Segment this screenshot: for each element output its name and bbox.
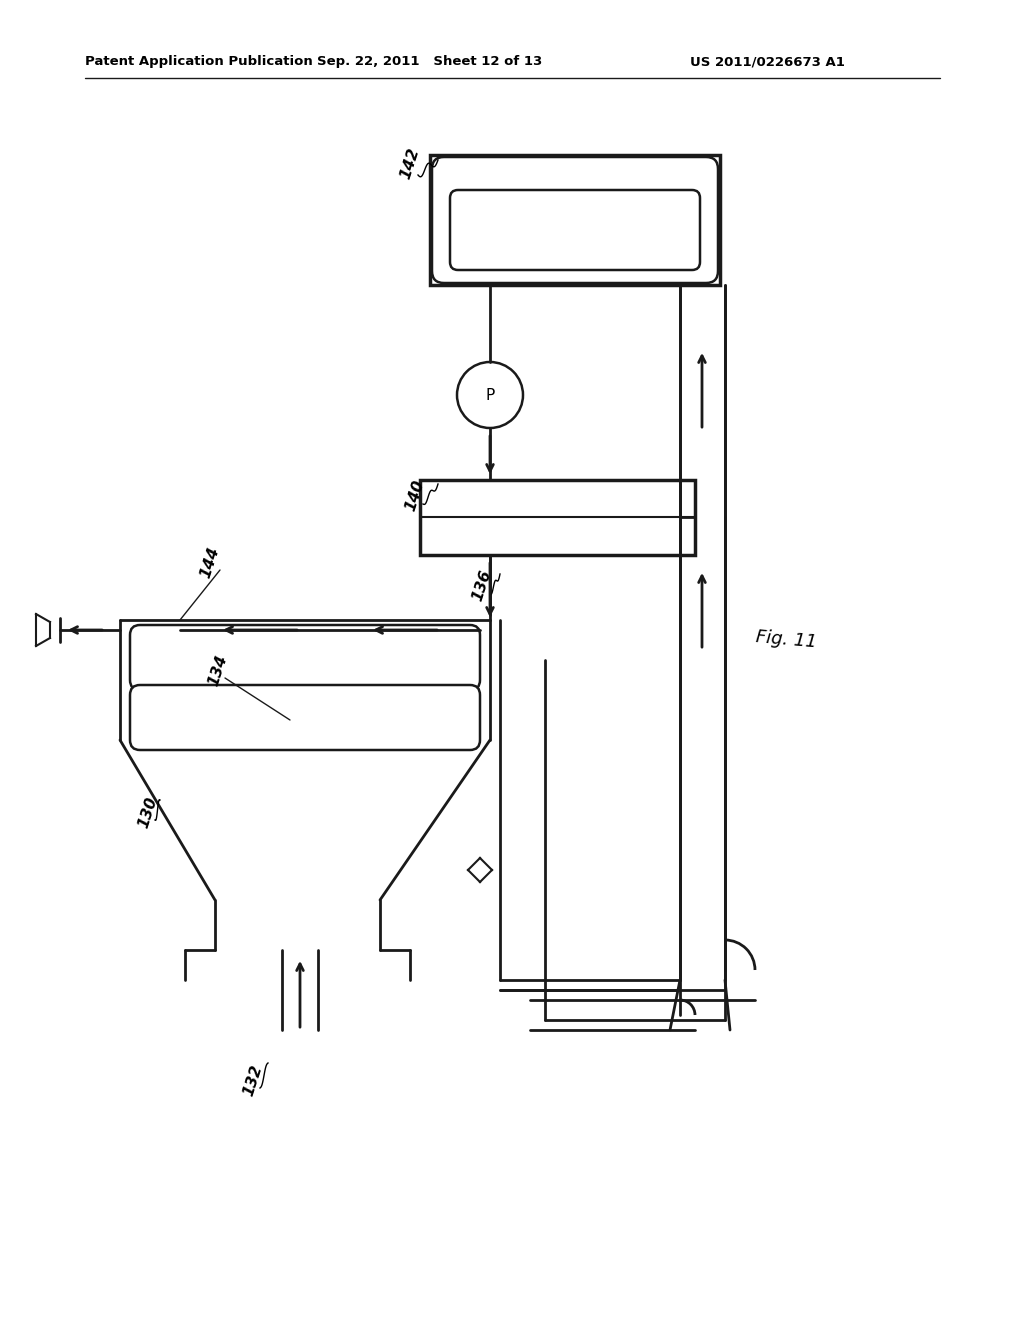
Text: 144: 144	[198, 545, 222, 579]
Bar	[430, 154, 720, 285]
Text: Patent Application Publication: Patent Application Publication	[85, 55, 312, 69]
Circle shape	[457, 362, 523, 428]
FancyBboxPatch shape	[450, 190, 700, 271]
Text: 136: 136	[470, 568, 494, 602]
Text: 132: 132	[241, 1063, 265, 1097]
Text: 142: 142	[398, 145, 422, 181]
Text: 134: 134	[206, 652, 230, 688]
FancyBboxPatch shape	[130, 685, 480, 750]
FancyBboxPatch shape	[130, 624, 480, 690]
Text: Fig. 11: Fig. 11	[755, 628, 817, 652]
Text: US 2011/0226673 A1: US 2011/0226673 A1	[690, 55, 845, 69]
Text: 130: 130	[136, 795, 160, 829]
Text: P: P	[485, 388, 495, 403]
Text: Sep. 22, 2011   Sheet 12 of 13: Sep. 22, 2011 Sheet 12 of 13	[317, 55, 543, 69]
Text: 140: 140	[402, 478, 427, 512]
Bar	[420, 480, 695, 554]
FancyBboxPatch shape	[432, 157, 718, 282]
